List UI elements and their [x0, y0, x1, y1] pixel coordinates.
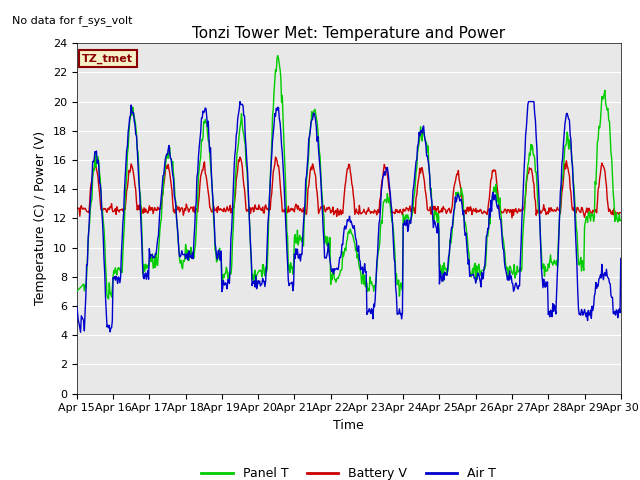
Text: No data for f_sys_volt: No data for f_sys_volt — [12, 15, 132, 26]
Text: TZ_tmet: TZ_tmet — [82, 54, 133, 64]
Legend: Panel T, Battery V, Air T: Panel T, Battery V, Air T — [196, 462, 501, 480]
Title: Tonzi Tower Met: Temperature and Power: Tonzi Tower Met: Temperature and Power — [192, 25, 506, 41]
X-axis label: Time: Time — [333, 419, 364, 432]
Y-axis label: Temperature (C) / Power (V): Temperature (C) / Power (V) — [35, 132, 47, 305]
